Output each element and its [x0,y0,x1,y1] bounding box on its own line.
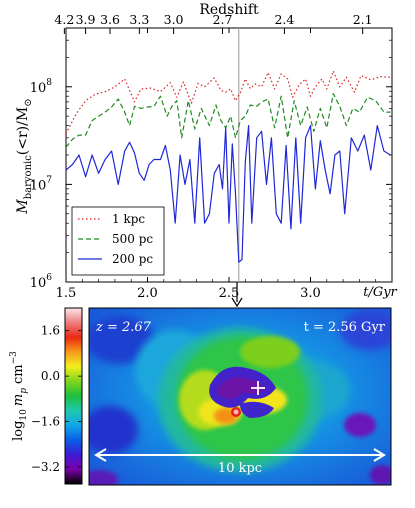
series-line-0 [66,70,391,135]
top-tick-label: 3.0 [164,12,184,27]
svg-text:Mbaryonic(<r)/M⊙: Mbaryonic(<r)/M⊙ [15,98,34,214]
legend: 1 kpc 500 pc 200 pc [71,206,165,276]
colorbar-tick-label: −1.6 [31,415,60,429]
colorbar-label: log10mpcm−3 [9,351,29,441]
x-tick-label: 1.5 [56,286,77,301]
top-axis-ticks: 4.2 3.9 3.6 3.3 3.0 2.7 2.4 2.1 [54,12,373,34]
top-tick-label: 2.1 [353,12,373,27]
x-tick-label: 2.5 [219,286,240,301]
time-label: t = 2.56 Gyr [304,320,386,335]
top-tick-label: 2.7 [213,12,233,27]
y-axis-label: Mbaryonic(<r)/M⊙ [15,98,34,214]
top-tick-label: 4.2 [54,12,74,27]
legend-label: 500 pc [112,232,153,246]
y-tick-label: 108 [30,78,53,96]
y-tick-label: 106 [30,273,53,291]
density-map: z = 2.67 t = 2.56 Gyr 10 kpc [88,307,392,486]
colorbar-tick-label: 1.6 [41,324,60,338]
x-axis-ticks: 1.5 2.0 2.5 3.0 [56,28,377,301]
series-line-1 [66,93,391,148]
top-tick-label: 3.6 [100,12,120,27]
x-tick-label: 2.0 [137,286,158,301]
scale-bar: 10 kpc [94,448,386,476]
top-tick-label: 2.4 [274,12,294,27]
colorbar-ticks: 1.6 0.0 −1.6 −3.2 [31,324,82,474]
colorbar-tick-label: −3.2 [31,460,60,474]
series-layer [66,70,391,263]
top-tick-label: 3.9 [76,12,96,27]
line-chart: Redshift 4.2 3.9 3.6 3.3 3.0 2.7 2.4 2.1 1.5 2.0… [15,2,398,301]
x-tick-label: 3.0 [300,286,321,301]
redshift-label: z = 2.67 [95,320,152,335]
legend-label: 200 pc [112,252,153,266]
connector-arrow [231,282,243,308]
colorbar-tick-label: 0.0 [41,369,60,383]
top-axis-title: Redshift [199,2,259,18]
x-axis-label: t/Gyr [363,285,397,300]
svg-text:log10mpcm−3: log10mpcm−3 [9,351,29,441]
series-line-2 [66,124,391,263]
scale-bar-label: 10 kpc [218,461,262,476]
top-tick-label: 3.3 [129,12,149,27]
legend-label: 1 kpc [112,212,145,226]
colorbar: 1.6 0.0 −1.6 −3.2 log10mpcm−3 [9,307,83,485]
